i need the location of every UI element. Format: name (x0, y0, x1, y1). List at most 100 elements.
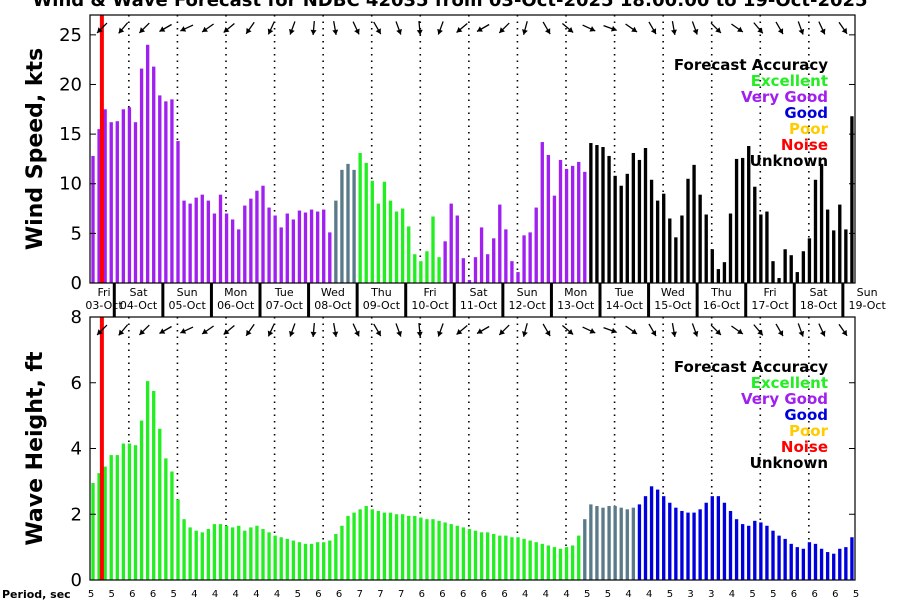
wind-bar (570, 165, 575, 283)
wind-bar (407, 226, 411, 283)
wind-bar (558, 159, 563, 283)
wave-bar (753, 520, 757, 580)
wind-bar (516, 272, 520, 283)
wave-bars (91, 381, 854, 580)
wave-day-gridlines (128, 317, 810, 580)
wind-arrow-icon (691, 21, 699, 35)
day-date: 09-Oct (363, 299, 401, 312)
period-value: 3 (708, 589, 714, 600)
wave-bar (346, 515, 350, 580)
wind-bar (358, 152, 362, 283)
wind-bar (340, 169, 344, 283)
wind-bar (492, 238, 496, 283)
wave-bar (516, 537, 520, 580)
day-name: Tue (274, 286, 294, 299)
wind-bar (564, 168, 569, 283)
wind-bar (789, 255, 793, 283)
wave-bar (400, 514, 405, 580)
day-date: 11-Oct (460, 299, 498, 312)
wind-arrow-icon (223, 23, 235, 33)
wind-arrow-icon (838, 21, 848, 35)
wind-arrow-icon (582, 326, 596, 334)
wind-arrow-icon (352, 323, 360, 337)
period-value: 4 (543, 589, 549, 600)
wave-bar (825, 552, 830, 580)
wave-bar (747, 525, 751, 580)
wind-arrow-icon (648, 323, 657, 337)
wind-bar (176, 141, 180, 283)
period-value: 7 (377, 589, 383, 600)
wave-bar (704, 502, 708, 580)
wind-bar (552, 195, 557, 283)
wave-bar (649, 486, 654, 580)
wave-bar (777, 535, 781, 580)
wind-bar (777, 278, 781, 283)
period-value: 3 (687, 589, 693, 600)
wave-bar (504, 535, 508, 580)
wave-bar (619, 507, 623, 580)
wind-bar (164, 101, 168, 283)
period-value: 6 (481, 589, 487, 600)
period-value: 4 (253, 589, 259, 600)
wind-arrow-icon (582, 24, 596, 32)
day-name: Mon (224, 286, 247, 299)
period-value: 4 (522, 589, 528, 600)
period-value: 4 (646, 589, 652, 600)
wave-bar (813, 543, 818, 580)
period-value: 6 (460, 589, 466, 600)
legend-item-good: Good (784, 104, 828, 122)
wave-bar (534, 542, 538, 580)
wind-bar (267, 207, 271, 283)
day-name: Sun (177, 286, 198, 299)
legend-item-poor: Poor (789, 120, 829, 138)
wind-arrow-icon (603, 24, 617, 32)
wave-bar (425, 519, 429, 580)
wave-bar (819, 548, 824, 580)
period-value: 6 (439, 589, 445, 600)
wave-bar (291, 540, 296, 580)
wind-bar (315, 211, 320, 283)
wind-arrow-icon (542, 21, 551, 35)
wave-bar (832, 553, 836, 580)
wind-bar (765, 211, 769, 283)
wind-arrow-icon (671, 322, 677, 338)
wind-bar (170, 99, 174, 284)
wave-bar (273, 535, 277, 580)
wind-bar (152, 66, 156, 284)
wind-arrow-icon (289, 323, 296, 337)
wave-bar (394, 514, 399, 580)
wind-bar (297, 210, 302, 283)
wind-bar (498, 204, 502, 283)
wind-arrow-icon (456, 325, 468, 335)
wave-bar (552, 547, 557, 580)
wind-bar (583, 171, 587, 283)
period-value: 6 (791, 589, 797, 600)
day-date: 16-Oct (703, 299, 741, 312)
wave-bar (206, 529, 211, 580)
wind-arrow-icon (289, 21, 296, 35)
wave-bar (230, 527, 235, 580)
wind-arrow-icon (437, 21, 444, 35)
wave-bar (838, 548, 842, 580)
wind-bar (716, 269, 721, 283)
wind-bar (613, 175, 617, 283)
wind-bar (668, 218, 672, 283)
wave-direction-arrows (96, 322, 848, 338)
wind-bar (121, 109, 126, 283)
wind-arrow-icon (775, 323, 784, 337)
wind-bar (261, 185, 265, 283)
wind-bar (479, 227, 484, 283)
chart-title: Wind & Wave Forecast for NDBC 42035 from… (32, 0, 867, 11)
wind-bar (528, 232, 532, 283)
wind-bar (467, 280, 472, 283)
period-value: 4 (191, 589, 197, 600)
wave-bar (200, 532, 204, 580)
period-value: 7 (357, 589, 363, 600)
wind-arrow-icon (522, 323, 528, 337)
wind-bar (449, 203, 453, 283)
wind-bar (249, 198, 253, 283)
